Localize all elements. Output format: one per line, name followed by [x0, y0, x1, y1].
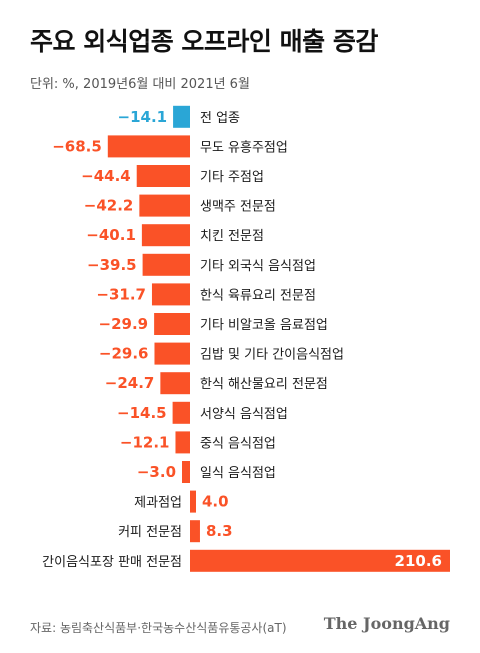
category-label-8: 김밥 및 기타 간이음식점업: [200, 348, 344, 363]
category-label-13: 제과점업: [134, 496, 182, 511]
chart-title: 주요 외식업종 오프라인 매출 증감: [30, 27, 378, 56]
value-label-10: −14.5: [117, 404, 167, 422]
chart-area: −14.1 전 업종 −68.5 무도 유흥주점업 −44.4 기타 주점업 −42.2 생맥…: [0, 98, 480, 608]
category-label-10: 서양식 음식점업: [200, 407, 288, 422]
category-label-6: 한식 육류요리 전문점: [200, 288, 316, 303]
bar-9: [160, 372, 190, 395]
source-note: 자료: 농림축산식품부·한국농수산식품유통공사(aT): [30, 621, 287, 635]
category-label-4: 치킨 전문점: [200, 229, 264, 244]
value-label-9: −24.7: [105, 374, 155, 392]
value-label-4: −40.1: [86, 226, 136, 244]
bar-4: [141, 224, 190, 247]
category-label-1: 무도 유흥주점업: [200, 140, 288, 155]
value-label-6: −31.7: [96, 285, 146, 303]
bar-12: [182, 461, 190, 483]
value-label-1: −68.5: [52, 137, 102, 155]
value-label-0: −14.1: [118, 108, 168, 126]
category-label-9: 한식 해산물요리 전문점: [200, 377, 328, 392]
bar-2: [136, 165, 190, 187]
value-label-14: 8.3: [206, 522, 233, 540]
category-label-5: 기타 외국식 음식점업: [200, 259, 316, 274]
brand-logo: The JoongAng: [323, 614, 450, 633]
bar-13: [190, 490, 196, 513]
bar-1: [107, 135, 190, 158]
category-label-0: 전 업종: [200, 111, 240, 126]
bar-8: [154, 342, 190, 365]
value-label-5: −39.5: [87, 256, 137, 274]
value-label-15: 210.6: [395, 552, 442, 570]
category-label-12: 일식 음식점업: [200, 466, 276, 481]
bar-6: [151, 283, 190, 306]
value-label-2: −44.4: [81, 167, 131, 185]
chart-subtitle: 단위: %, 2019년6월 대비 2021년 6월: [30, 77, 250, 92]
bar-3: [139, 194, 190, 217]
bar-chart: −14.1 전 업종 −68.5 무도 유흥주점업 −44.4 기타 주점업 −42.2 생맥…: [42, 105, 450, 572]
bar-10: [172, 401, 190, 424]
bar-14: [190, 520, 200, 543]
value-label-11: −12.1: [120, 433, 170, 451]
category-label-11: 중식 음식점업: [200, 436, 276, 451]
value-label-3: −42.2: [84, 197, 134, 215]
value-label-12: −3.0: [137, 463, 176, 481]
bar-15: [190, 549, 450, 572]
value-label-13: 4.0: [202, 493, 229, 511]
bar-7: [154, 313, 190, 335]
category-label-15: 간이음식포장 판매 전문점: [42, 555, 182, 570]
value-label-8: −29.6: [99, 345, 149, 363]
bar-0: [173, 105, 190, 128]
value-label-7: −29.9: [99, 315, 149, 333]
category-label-14: 커피 전문점: [118, 525, 182, 540]
category-label-2: 기타 주점업: [200, 170, 264, 185]
category-label-3: 생맥주 전문점: [200, 200, 276, 215]
bar-11: [175, 431, 190, 454]
bar-5: [142, 253, 190, 276]
category-label-7: 기타 비알코올 음료점업: [200, 318, 328, 333]
